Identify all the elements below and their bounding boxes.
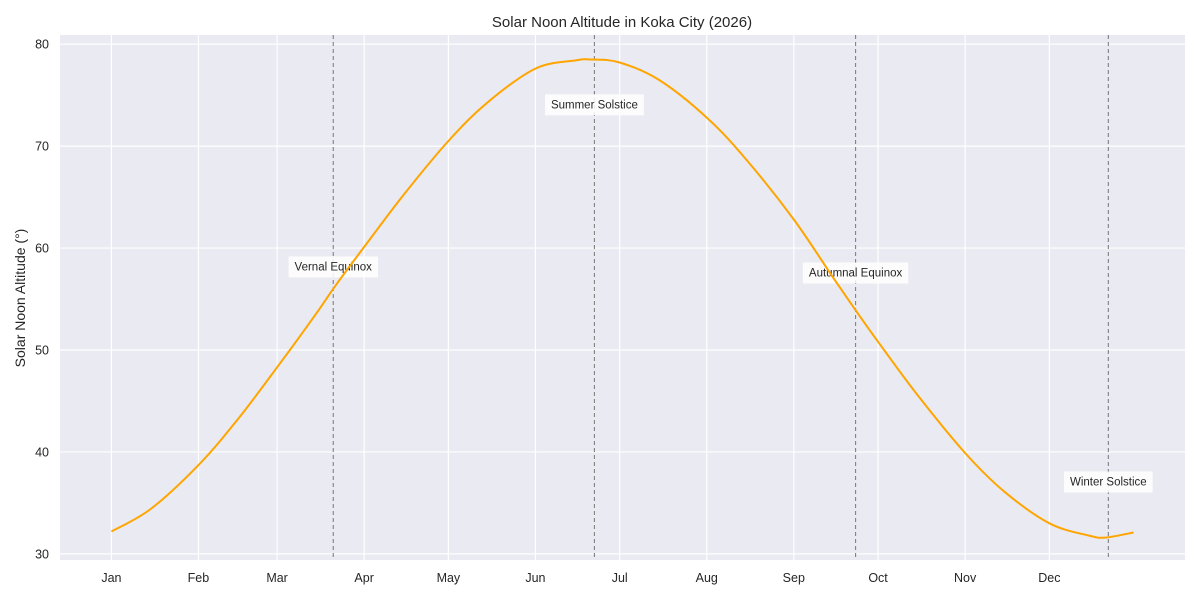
x-tick-label: Apr (354, 571, 373, 585)
event-marker-label: Summer Solstice (551, 99, 638, 111)
y-axis-label: Solar Noon Altitude (°) (12, 229, 28, 368)
chart-title: Solar Noon Altitude in Koka City (2026) (492, 14, 752, 31)
x-tick-label: Oct (868, 571, 888, 585)
x-tick-label: Nov (954, 571, 977, 585)
x-tick-label: Jan (101, 571, 121, 585)
y-axis-ticks: 30 40 50 60 70 80 (35, 38, 49, 562)
event-marker-label: Winter Solstice (1070, 477, 1147, 489)
event-marker-label: Autumnal Equinox (809, 268, 903, 280)
x-tick-label: May (437, 571, 461, 585)
y-tick-label: 50 (35, 344, 49, 358)
y-tick-label: 40 (35, 445, 49, 459)
x-axis-ticks: Jan Feb Mar Apr May Jun Jul Aug Sep Oct Nov Dec (101, 571, 1060, 585)
annotation-box (802, 262, 909, 284)
x-tick-label: Feb (188, 571, 210, 585)
y-tick-label: 70 (35, 140, 49, 154)
y-tick-label: 80 (35, 38, 49, 52)
grid (60, 35, 1185, 560)
event-marker-annotation: Autumnal Equinox (802, 262, 909, 284)
x-tick-label: Sep (783, 571, 805, 585)
event-marker-annotation: Winter Solstice (1064, 471, 1153, 493)
event-marker-label: Vernal Equinox (295, 261, 373, 273)
x-tick-label: Jul (612, 571, 628, 585)
series-layer (110, 58, 1134, 539)
x-tick-label: Aug (696, 571, 718, 585)
x-tick-label: Mar (266, 571, 288, 585)
x-tick-label: Dec (1038, 571, 1060, 585)
annotation-box (545, 94, 644, 116)
y-tick-label: 60 (35, 242, 49, 256)
altitude-series-line (110, 58, 1134, 539)
plot-area (60, 35, 1185, 560)
event-marker-annotation: Vernal Equinox (288, 256, 378, 278)
annotation-box (288, 256, 378, 278)
x-tick-label: Jun (525, 571, 545, 585)
event-markers: Vernal Equinox Summer Solstice Autumnal Eq… (288, 35, 1153, 560)
annotation-box (1064, 471, 1153, 493)
y-tick-label: 30 (35, 547, 49, 561)
event-marker-annotation: Summer Solstice (545, 94, 644, 116)
